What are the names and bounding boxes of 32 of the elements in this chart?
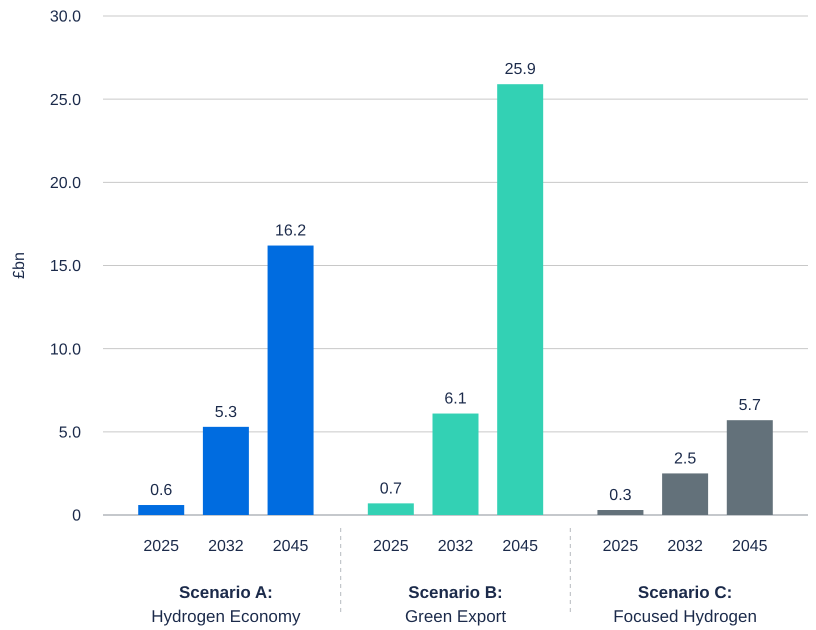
data-label: 0.3	[609, 487, 632, 504]
y-tick-label: 0	[72, 508, 82, 525]
text: Green Export	[404, 607, 506, 626]
data-label: 0.6	[150, 482, 172, 500]
y-tick-label: 25.0	[50, 92, 82, 109]
x-tick-label: 2045	[272, 538, 308, 555]
x-tick-label: 2025	[143, 538, 180, 555]
text: Scenario B:	[408, 583, 503, 602]
y-tick-label: 10.0	[50, 341, 82, 358]
text: Hydrogen Economy	[151, 607, 302, 626]
text: Scenario C:	[638, 583, 732, 602]
text: Scenario A:	[178, 583, 273, 602]
data-label: 5.7	[738, 397, 762, 414]
x-tick-label: 2025	[602, 538, 638, 555]
text: Focused Hydrogen	[613, 607, 757, 626]
y-tick-label: 5.0	[58, 424, 82, 442]
y-tick-label: 15.0	[50, 258, 82, 276]
x-tick-label: 2045	[732, 538, 768, 555]
data-label: 6.1	[444, 390, 467, 408]
x-tick-label: 2025	[373, 538, 409, 555]
data-label: 25.9	[504, 61, 536, 78]
x-tick-label: 2032	[208, 538, 244, 555]
y-tick-label: 30.0	[50, 8, 82, 26]
data-label: 5.3	[214, 404, 238, 421]
x-tick-label: 2032	[667, 538, 704, 555]
data-label: 0.7	[380, 480, 402, 498]
data-label: 16.2	[275, 222, 306, 240]
data-label: 2.5	[674, 450, 696, 468]
y-axis-title: £bn	[11, 252, 28, 279]
x-tick-label: 2032	[438, 538, 474, 555]
y-tick-label: 20.0	[50, 174, 82, 192]
x-tick-label: 2045	[502, 538, 538, 555]
